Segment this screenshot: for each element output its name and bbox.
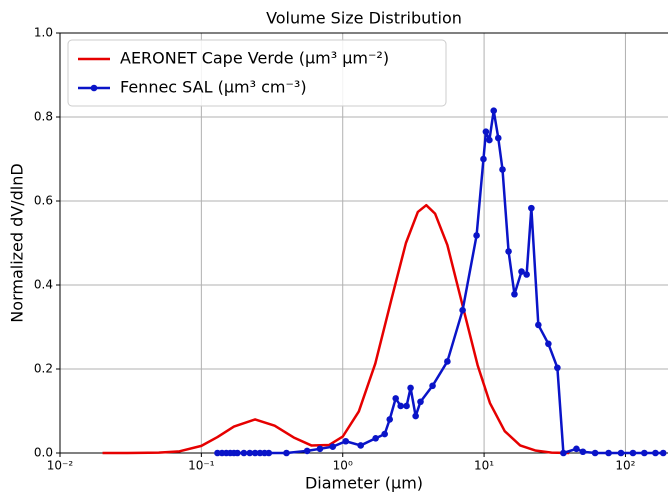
data-point bbox=[316, 445, 324, 453]
data-point bbox=[234, 449, 241, 457]
data-point bbox=[342, 437, 350, 445]
legend-label: Fennec SAL (μm³ cm⁻³) bbox=[120, 78, 307, 97]
data-point bbox=[417, 398, 424, 406]
data-point bbox=[329, 443, 337, 451]
y-tick-label: 0.0 bbox=[34, 446, 53, 460]
legend-box bbox=[67, 39, 447, 107]
data-point bbox=[641, 449, 648, 457]
y-tick-label: 0.4 bbox=[34, 278, 53, 292]
data-point bbox=[386, 416, 394, 423]
x-axis-label: Diameter (µm) bbox=[305, 474, 423, 493]
x-tick-label: 10⁻² bbox=[47, 459, 74, 473]
data-point bbox=[659, 449, 667, 457]
data-point bbox=[265, 449, 273, 457]
series-line bbox=[102, 203, 570, 455]
y-tick-label: 0.2 bbox=[34, 362, 53, 376]
data-point bbox=[523, 271, 530, 278]
data-point bbox=[459, 306, 466, 314]
legend-marker bbox=[90, 84, 98, 92]
data-point bbox=[412, 412, 419, 420]
data-point bbox=[283, 449, 290, 457]
x-tick-label: 10¹ bbox=[474, 459, 494, 473]
data-point bbox=[480, 155, 487, 163]
y-tick-label: 0.6 bbox=[34, 194, 53, 208]
data-point bbox=[303, 447, 311, 455]
data-point bbox=[518, 268, 525, 275]
y-tick-label: 0.8 bbox=[34, 110, 53, 124]
data-point bbox=[444, 358, 451, 365]
y-axis-label: Normalized dV/dlnD bbox=[8, 163, 27, 322]
data-point bbox=[392, 395, 399, 402]
data-point bbox=[486, 136, 493, 144]
data-point bbox=[511, 290, 518, 298]
data-point bbox=[490, 107, 498, 114]
series-line bbox=[217, 109, 664, 455]
data-point bbox=[256, 449, 264, 457]
data-point bbox=[652, 449, 659, 457]
data-point bbox=[429, 382, 436, 390]
x-tick-label: 10² bbox=[615, 459, 635, 473]
data-point bbox=[554, 364, 561, 372]
y-tick-label: 1.0 bbox=[34, 26, 53, 40]
data-point bbox=[251, 449, 259, 457]
data-point bbox=[505, 248, 512, 255]
data-point bbox=[372, 435, 379, 442]
data-point bbox=[605, 449, 612, 457]
chart-title: Volume Size Distribution bbox=[266, 9, 462, 28]
data-point bbox=[357, 442, 364, 449]
data-point bbox=[494, 134, 502, 142]
data-point bbox=[629, 449, 637, 457]
x-tick-label: 10⁰ bbox=[333, 459, 353, 473]
data-point bbox=[214, 449, 221, 457]
data-point bbox=[573, 445, 580, 453]
data-point bbox=[535, 321, 542, 329]
data-point bbox=[617, 449, 625, 457]
legend-label: AERONET Cape Verde (μm³ μm⁻²) bbox=[120, 49, 389, 68]
data-point bbox=[545, 340, 552, 348]
data-point bbox=[591, 449, 599, 457]
data-point bbox=[381, 430, 388, 438]
data-point bbox=[240, 449, 248, 457]
data-point bbox=[246, 449, 254, 457]
data-point bbox=[407, 384, 414, 392]
x-tick-label: 10⁻¹ bbox=[188, 459, 215, 473]
data-point bbox=[560, 449, 567, 457]
plot-frame bbox=[59, 32, 668, 454]
data-point bbox=[473, 232, 480, 239]
data-point bbox=[397, 402, 404, 410]
data-point bbox=[499, 166, 506, 173]
data-point bbox=[579, 448, 587, 456]
data-point bbox=[528, 204, 535, 212]
data-point bbox=[482, 128, 490, 135]
data-point bbox=[403, 402, 410, 410]
